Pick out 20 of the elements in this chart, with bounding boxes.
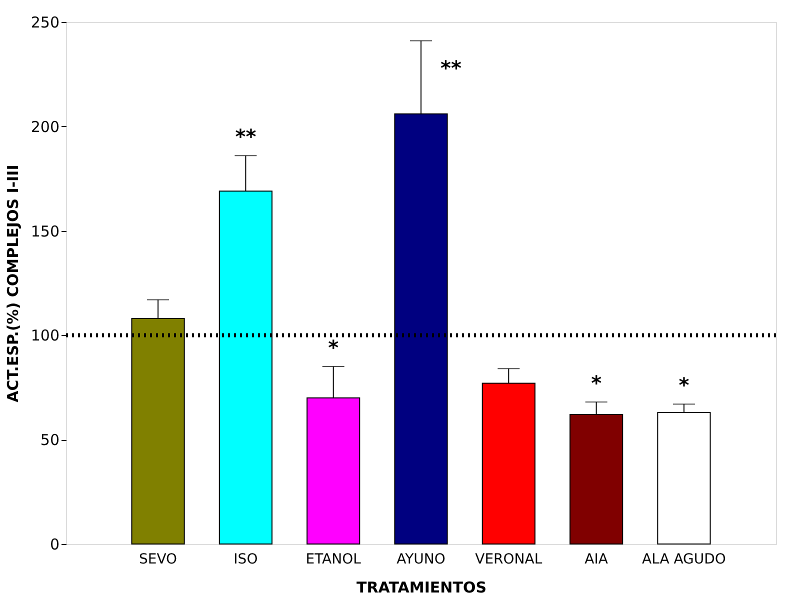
x-tick-label: ALA AGUDO bbox=[642, 552, 726, 568]
x-tick-label: ETANOL bbox=[306, 552, 362, 568]
data-label: * bbox=[328, 336, 340, 360]
y-axis-title: ACT.ESP.(%) COMPLEJOS I-III bbox=[4, 164, 22, 402]
x-tick-label: VERONAL bbox=[475, 552, 542, 568]
x-tick-label: AYUNO bbox=[396, 552, 446, 568]
data-label: ** bbox=[235, 124, 257, 149]
x-tick-label: SEVO bbox=[138, 552, 178, 568]
y-tick-label: 200 bbox=[30, 118, 60, 136]
y-tick-label: 150 bbox=[30, 222, 60, 240]
y-tick-label: 100 bbox=[30, 326, 60, 345]
y-tick-label: 0 bbox=[50, 536, 60, 554]
data-label: * bbox=[678, 373, 690, 398]
x-axis-title: TRATAMIENTOS bbox=[356, 578, 486, 596]
x-tick-label: AIA bbox=[584, 552, 608, 568]
y-tick-label: 250 bbox=[30, 14, 60, 32]
data-label: * bbox=[591, 371, 602, 396]
data-label: ** bbox=[440, 56, 462, 80]
y-tick-label: 50 bbox=[40, 431, 60, 450]
x-tick-label: ISO bbox=[234, 552, 258, 568]
